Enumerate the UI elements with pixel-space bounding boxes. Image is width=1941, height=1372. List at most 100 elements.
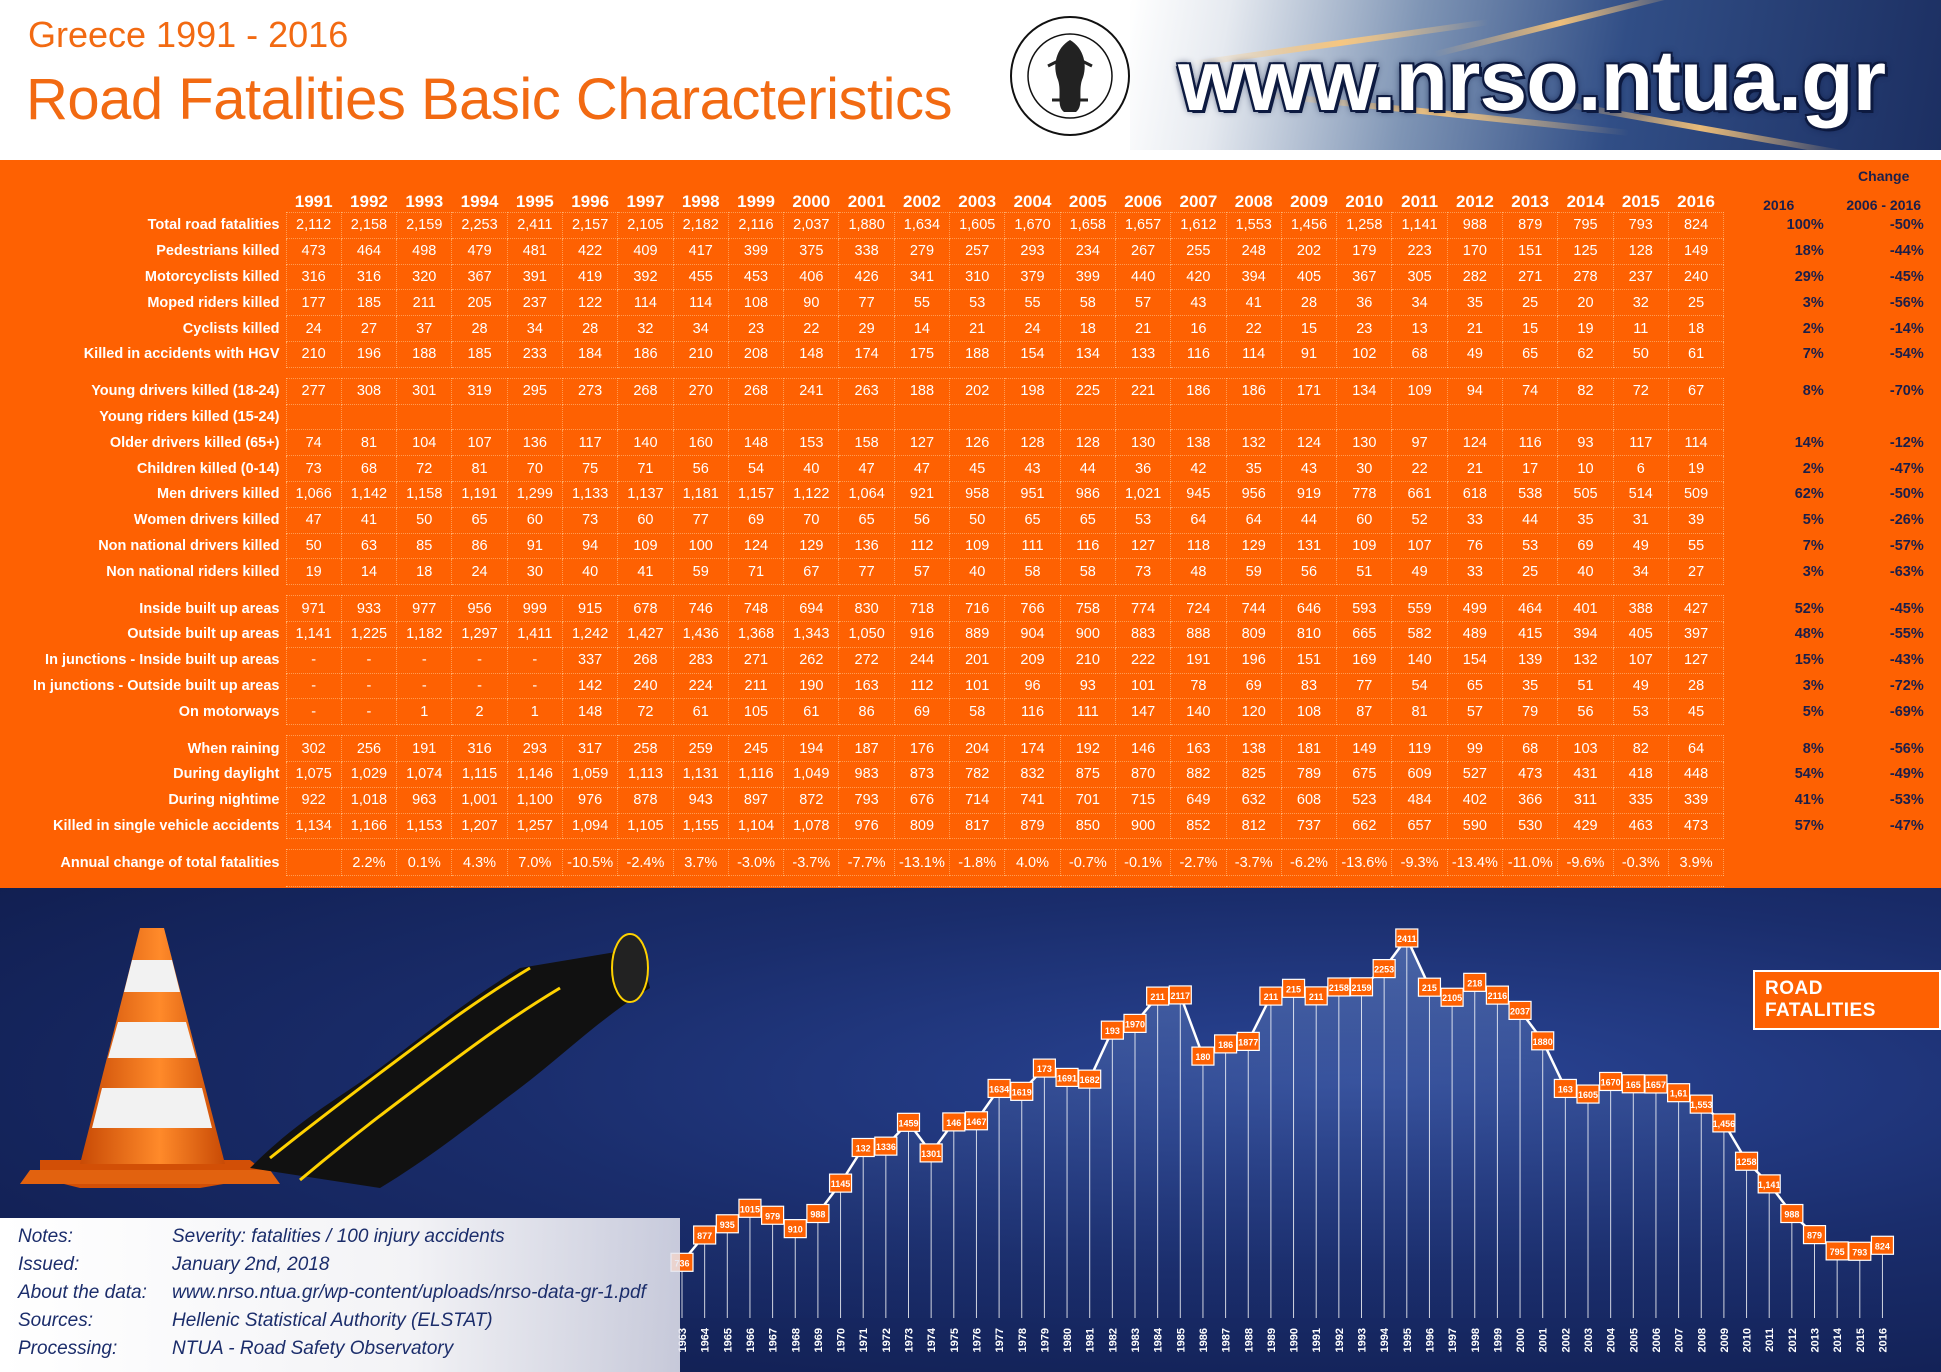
table-cell: 678: [617, 595, 674, 622]
table-cell: [396, 403, 453, 431]
table-cell: 196: [1225, 646, 1282, 674]
note-key: Issued:: [18, 1254, 80, 1275]
table-cell: 77: [838, 558, 895, 586]
table-cell: 41: [617, 558, 674, 586]
table-cell: 34: [1391, 289, 1448, 317]
x-tick-label: 2013: [1810, 1328, 1822, 1352]
data-label: 935: [720, 1220, 735, 1230]
year-header: 2016: [1677, 192, 1715, 211]
table-top-row: Change: [0, 160, 1934, 184]
data-label: 877: [697, 1231, 712, 1241]
table-cell: 73: [1114, 558, 1172, 586]
table-cell: 310: [949, 263, 1006, 291]
table-cell: 778: [1336, 480, 1393, 508]
table-cell: 53: [1612, 698, 1669, 726]
change-cell: -12%: [1889, 434, 1924, 451]
table-cell: 875: [1059, 760, 1116, 788]
table-cell: 305: [1391, 263, 1448, 291]
row-label: Killed in accidents with HGV: [83, 346, 280, 363]
table-cell: 415: [1502, 620, 1559, 648]
data-label: 1015: [740, 1204, 760, 1214]
table-cell: 136: [838, 532, 895, 560]
table-cell: 255: [1170, 237, 1227, 265]
table-cell: 311: [1557, 786, 1614, 814]
table-cell: 125: [1557, 237, 1614, 265]
data-point: 2117: [1168, 985, 1192, 1005]
table-cell: 22: [1391, 455, 1448, 482]
table-cell: [949, 403, 1006, 431]
table-cell: 873: [893, 760, 951, 788]
table-cell: 211: [727, 672, 785, 700]
table-cell: 72: [396, 455, 453, 482]
table-cell: 52: [1391, 506, 1448, 534]
table-cell: -7.7%: [838, 849, 895, 877]
data-marker: [919, 1143, 943, 1163]
table-cell: 694: [783, 595, 840, 622]
table-cell: 133: [1114, 340, 1172, 368]
table-cell: 417: [672, 237, 729, 265]
x-tick-label: 1984: [1153, 1327, 1165, 1352]
table-cell: 35: [1557, 506, 1614, 534]
table-row: Non national riders killed 19 14 18 24 30 40 41…: [0, 558, 1934, 586]
table-cell: 187: [838, 735, 895, 762]
table-cell: 24: [285, 315, 342, 342]
table-cell: 406: [783, 263, 840, 291]
table-cell: 53: [1502, 532, 1559, 560]
table-cell: 473: [1667, 812, 1725, 840]
table-cell: 50: [1612, 340, 1669, 368]
table-cell: 426: [838, 263, 895, 291]
table-cell: 258: [617, 735, 674, 762]
table-cell: 21: [1446, 315, 1504, 342]
table-cell: 174: [838, 340, 895, 368]
x-tick-label: 1966: [745, 1328, 757, 1352]
data-marker: [1689, 1094, 1713, 1114]
table-cell: 58: [949, 698, 1006, 726]
data-marker: [693, 1225, 717, 1245]
university-seal-icon: [1010, 16, 1130, 136]
table-cell: -: [506, 646, 563, 674]
table-cell: 69: [1225, 672, 1282, 700]
data-point: 1682: [1078, 1069, 1102, 1089]
table-cell: 1,880: [838, 212, 895, 239]
year-header: 1993: [405, 192, 444, 211]
table-row: Annual change of total fatalities 2.2% 0.1…: [0, 849, 1934, 877]
data-point: 1880: [1531, 1031, 1555, 1051]
x-tick-label: 1964: [700, 1327, 712, 1352]
table-cell: 1,257: [506, 812, 563, 840]
table-cell: -: [340, 672, 398, 700]
row-label: Annual change of total fatalities: [60, 854, 280, 871]
table-cell: 649: [1170, 786, 1227, 814]
table-cell: 916: [893, 620, 951, 648]
table-cell: 51: [1557, 672, 1614, 700]
table-cell: 37: [396, 315, 453, 342]
table-cell: 86: [451, 532, 508, 560]
data-marker: [1802, 1225, 1827, 1245]
table-cell: 237: [1612, 263, 1669, 291]
table-cell: 67: [783, 558, 840, 586]
table-cell: 257: [949, 237, 1006, 265]
table-cell: 120: [1225, 698, 1282, 726]
table-cell: 530: [1502, 812, 1559, 840]
x-tick-label: 1996: [1424, 1328, 1436, 1352]
table-cell: [1170, 403, 1227, 431]
table-cell: 499: [1446, 595, 1504, 622]
table-cell: 830: [838, 595, 895, 622]
table-cell: 118: [1170, 532, 1227, 560]
table-cell: 119: [1391, 735, 1448, 762]
table-cell: 399: [727, 237, 785, 265]
table-cell: 34: [1612, 558, 1669, 586]
data-label: 1336: [876, 1142, 896, 1152]
change-cell: -56%: [1889, 740, 1924, 757]
table-cell: -: [340, 698, 398, 726]
data-label: 979: [765, 1211, 780, 1221]
table-cell: 18: [1059, 315, 1116, 342]
table-cell: [1446, 403, 1504, 431]
change-cell: -57%: [1889, 537, 1924, 554]
table-cell: 1,122: [783, 480, 840, 508]
table-cell: 192: [1059, 735, 1116, 762]
table-cell: 40: [561, 558, 619, 586]
row-label: Men drivers killed: [157, 486, 280, 503]
x-tick-label: 1965: [722, 1328, 734, 1352]
table-cell: -0.3%: [1612, 849, 1669, 877]
table-cell: 49: [1391, 558, 1448, 586]
